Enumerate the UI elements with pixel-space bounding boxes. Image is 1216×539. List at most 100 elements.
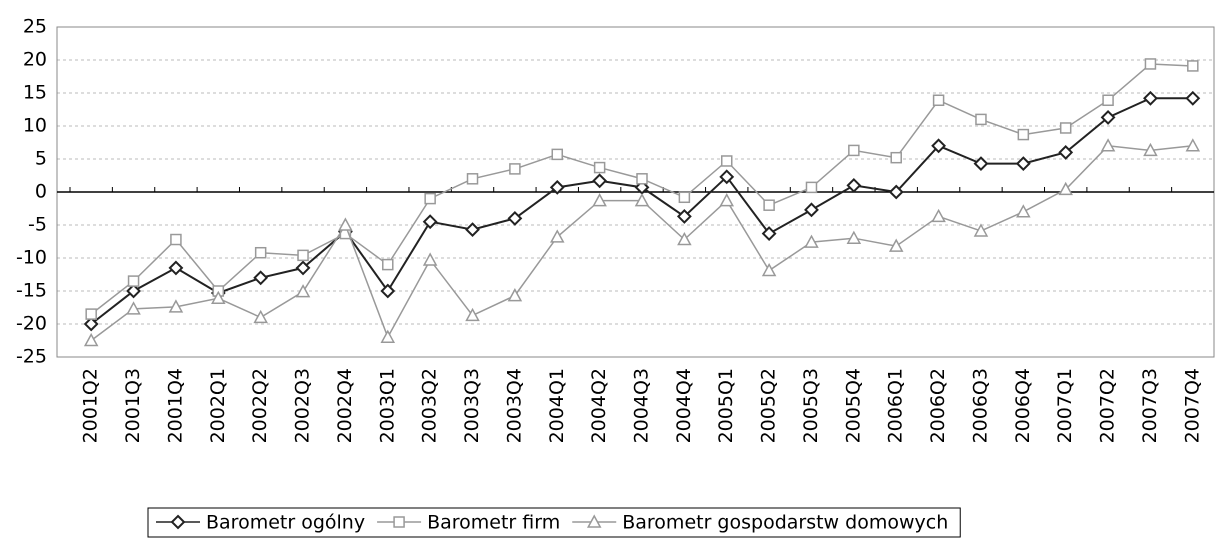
- x-tick-label: 2001Q3: [122, 368, 144, 443]
- legend: Barometr ogólny Barometr firm Barometr gos…: [147, 507, 961, 538]
- x-tick-label: 2002Q3: [292, 368, 314, 443]
- y-tick-label: 10: [23, 115, 47, 137]
- marker: [720, 155, 733, 167]
- y-tick-label: -25: [16, 346, 47, 368]
- marker: [85, 308, 97, 320]
- marker: [888, 184, 904, 200]
- marker: [168, 260, 184, 276]
- marker: [1144, 58, 1157, 70]
- marker: [253, 309, 268, 324]
- x-tick-label: 2004Q2: [588, 368, 610, 443]
- marker: [804, 234, 819, 248]
- marker: [804, 202, 819, 218]
- y-tick-label: 0: [35, 181, 47, 203]
- marker: [127, 275, 140, 287]
- marker: [507, 288, 523, 302]
- marker: [551, 148, 564, 161]
- marker: [1185, 90, 1201, 106]
- x-tick-label: 2006Q4: [1012, 368, 1034, 443]
- x-tick-label: 2003Q1: [376, 368, 398, 443]
- marker: [888, 238, 904, 252]
- marker: [549, 179, 565, 195]
- x-tick-label: 2004Q4: [673, 368, 695, 443]
- marker: [168, 299, 184, 313]
- x-tick-label: 2002Q4: [334, 368, 356, 443]
- y-tick-label: 15: [23, 82, 47, 104]
- marker: [254, 246, 267, 259]
- marker: [676, 209, 692, 224]
- x-tick-label: 2007Q4: [1181, 368, 1203, 443]
- marker: [636, 173, 648, 185]
- marker: [1102, 94, 1114, 107]
- marker: [380, 283, 396, 299]
- legend-label: Barometr firm: [427, 512, 560, 534]
- marker: [1187, 60, 1199, 72]
- x-tick-label: 2002Q1: [207, 368, 229, 443]
- marker: [677, 231, 692, 246]
- marker: [1143, 90, 1158, 106]
- x-tick-label: 2005Q1: [715, 368, 737, 443]
- marker: [507, 210, 523, 226]
- x-tick-label: 2004Q1: [546, 368, 568, 443]
- marker: [1015, 156, 1031, 172]
- marker: [973, 223, 989, 237]
- x-tick-label: 2007Q2: [1097, 368, 1119, 443]
- marker: [973, 156, 989, 172]
- x-tick-label: 2005Q4: [842, 368, 864, 443]
- x-tick-label: 2007Q3: [1139, 368, 1161, 443]
- x-tick-label: 2003Q4: [503, 368, 525, 443]
- marker: [1143, 142, 1158, 157]
- marker: [465, 307, 480, 322]
- marker: [1100, 138, 1116, 152]
- marker: [848, 144, 860, 157]
- marker: [719, 169, 735, 185]
- x-tick-label: 2006Q3: [969, 368, 991, 443]
- marker: [1185, 138, 1201, 152]
- y-tick-label: -20: [16, 313, 47, 335]
- x-tick-label: 2001Q4: [164, 368, 186, 443]
- x-tick-label: 2004Q3: [631, 368, 653, 443]
- marker: [126, 283, 141, 299]
- y-tick-label: 25: [23, 16, 47, 38]
- marker: [382, 258, 394, 271]
- marker: [422, 252, 438, 266]
- marker: [338, 217, 353, 231]
- marker: [932, 94, 945, 107]
- marker: [1100, 110, 1116, 125]
- x-tick-label: 2006Q1: [885, 368, 907, 443]
- marker: [593, 161, 606, 174]
- marker: [975, 113, 987, 126]
- marker: [465, 222, 480, 238]
- x-tick-label: 2003Q3: [461, 368, 483, 443]
- marker: [846, 230, 862, 244]
- marker: [586, 514, 602, 528]
- marker: [1058, 181, 1073, 196]
- marker: [592, 193, 607, 207]
- x-tick-label: 2002Q2: [249, 368, 271, 443]
- marker: [393, 516, 405, 528]
- marker: [763, 199, 775, 211]
- marker: [253, 270, 269, 286]
- marker: [211, 290, 226, 305]
- marker: [761, 262, 777, 277]
- x-tick-label: 2006Q2: [927, 368, 949, 443]
- y-tick-label: 20: [23, 49, 47, 71]
- marker: [424, 192, 436, 205]
- marker: [1017, 128, 1030, 141]
- marker: [297, 249, 309, 262]
- y-tick-label: -10: [16, 247, 47, 269]
- legend-label: Barometr ogólny: [206, 512, 365, 534]
- legend-label: Barometr gospodarstw domowych: [622, 512, 948, 534]
- y-tick-label: -15: [16, 280, 47, 302]
- marker: [634, 193, 650, 207]
- marker: [549, 229, 565, 243]
- marker: [126, 301, 141, 315]
- y-tick-label: -5: [28, 214, 47, 236]
- marker: [592, 173, 608, 189]
- marker: [509, 163, 521, 175]
- x-tick-label: 2003Q2: [419, 368, 441, 443]
- x-tick-label: 2005Q2: [758, 368, 780, 443]
- marker: [1058, 144, 1074, 160]
- x-tick-label: 2007Q1: [1054, 368, 1076, 443]
